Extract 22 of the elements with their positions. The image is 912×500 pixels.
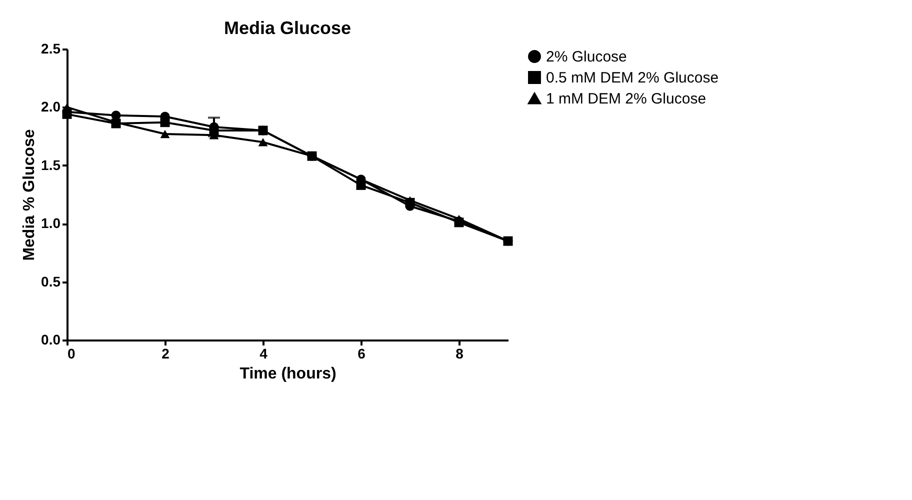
chart-title: Media Glucose (224, 18, 352, 38)
x-tick-label: 0 (68, 346, 76, 362)
y-tick-label: 2.0 (41, 98, 61, 115)
legend-label: 0.5 mM DEM 2% Glucose (546, 70, 719, 86)
x-axis-title: Time (hours) (240, 366, 336, 382)
y-tick-label: 0.0 (41, 332, 61, 348)
point (160, 130, 170, 138)
point (258, 126, 268, 136)
y-tick-label: 0.5 (41, 273, 61, 290)
x-tick-label: 6 (358, 346, 366, 362)
point (160, 118, 170, 128)
y-tick-label: 1.0 (41, 215, 61, 232)
legend-label: 1 mM DEM 2% Glucose (546, 90, 706, 108)
x-tick-label: 2 (162, 346, 170, 362)
y-axis-title: Media % Glucose (21, 129, 38, 261)
x-tick-label: 4 (260, 346, 268, 362)
x-tick-label: 8 (456, 346, 464, 362)
y-tick-label: 2.5 (41, 40, 61, 56)
point (111, 110, 121, 120)
point (258, 138, 268, 146)
y-tick-label: 1.5 (41, 156, 61, 173)
legend-label: 2% Glucose (546, 48, 627, 66)
